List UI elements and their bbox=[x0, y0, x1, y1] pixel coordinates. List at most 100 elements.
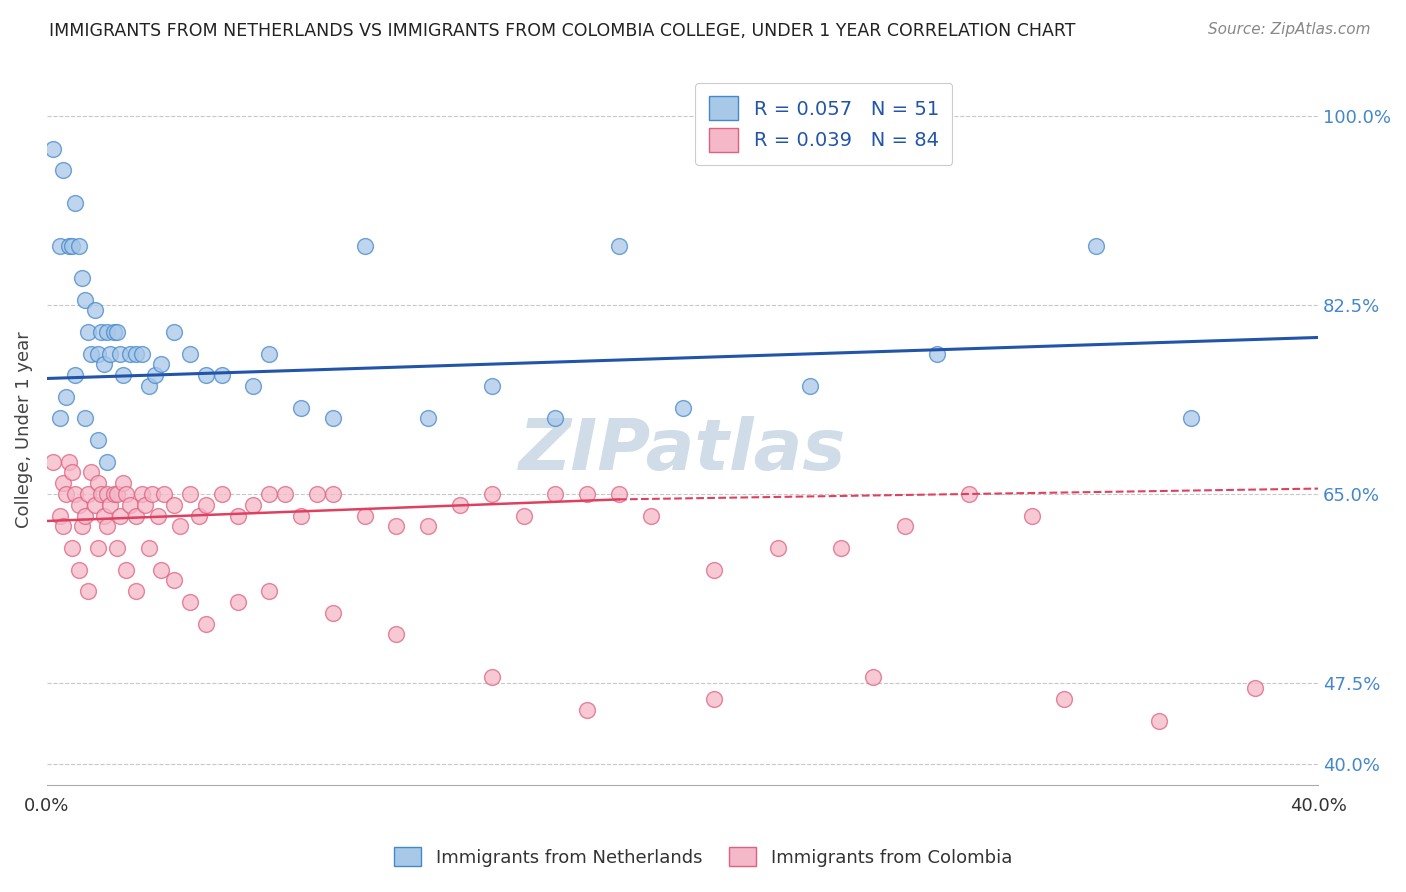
Point bbox=[242, 498, 264, 512]
Point bbox=[1180, 411, 1202, 425]
Point bbox=[115, 563, 138, 577]
Point bbox=[226, 595, 249, 609]
Point bbox=[87, 346, 110, 360]
Point bbox=[58, 454, 80, 468]
Point bbox=[179, 595, 201, 609]
Point bbox=[115, 487, 138, 501]
Point bbox=[179, 346, 201, 360]
Y-axis label: College, Under 1 year: College, Under 1 year bbox=[15, 331, 32, 527]
Point bbox=[42, 142, 65, 156]
Point bbox=[93, 508, 115, 523]
Text: Source: ZipAtlas.com: Source: ZipAtlas.com bbox=[1208, 22, 1371, 37]
Point bbox=[77, 325, 100, 339]
Text: IMMIGRANTS FROM NETHERLANDS VS IMMIGRANTS FROM COLOMBIA COLLEGE, UNDER 1 YEAR CO: IMMIGRANTS FROM NETHERLANDS VS IMMIGRANT… bbox=[49, 22, 1076, 40]
Point bbox=[138, 379, 160, 393]
Point bbox=[242, 379, 264, 393]
Point bbox=[481, 487, 503, 501]
Point bbox=[194, 498, 217, 512]
Point bbox=[131, 487, 153, 501]
Point bbox=[607, 487, 630, 501]
Point bbox=[73, 293, 96, 307]
Point bbox=[60, 238, 83, 252]
Point bbox=[77, 487, 100, 501]
Point bbox=[58, 238, 80, 252]
Point bbox=[60, 541, 83, 555]
Point bbox=[211, 368, 233, 383]
Point bbox=[169, 519, 191, 533]
Point bbox=[125, 346, 148, 360]
Point bbox=[42, 454, 65, 468]
Point bbox=[90, 325, 112, 339]
Point bbox=[194, 616, 217, 631]
Point bbox=[290, 508, 312, 523]
Point bbox=[52, 519, 75, 533]
Point bbox=[67, 498, 90, 512]
Point bbox=[1084, 238, 1107, 252]
Point bbox=[131, 346, 153, 360]
Point bbox=[1147, 714, 1170, 728]
Point bbox=[108, 346, 131, 360]
Point bbox=[259, 584, 281, 599]
Point bbox=[544, 411, 567, 425]
Point bbox=[141, 487, 163, 501]
Point bbox=[96, 454, 118, 468]
Point bbox=[226, 508, 249, 523]
Point bbox=[418, 519, 440, 533]
Point bbox=[163, 574, 186, 588]
Point bbox=[55, 487, 77, 501]
Legend: Immigrants from Netherlands, Immigrants from Colombia: Immigrants from Netherlands, Immigrants … bbox=[387, 840, 1019, 874]
Point bbox=[703, 692, 725, 706]
Point bbox=[65, 195, 87, 210]
Point bbox=[125, 584, 148, 599]
Point bbox=[96, 325, 118, 339]
Point bbox=[179, 487, 201, 501]
Point bbox=[1021, 508, 1043, 523]
Point bbox=[830, 541, 852, 555]
Point bbox=[385, 627, 408, 641]
Point bbox=[60, 466, 83, 480]
Point bbox=[48, 238, 70, 252]
Point bbox=[73, 508, 96, 523]
Point bbox=[100, 498, 122, 512]
Point bbox=[80, 466, 103, 480]
Point bbox=[957, 487, 980, 501]
Point bbox=[87, 476, 110, 491]
Point bbox=[353, 238, 375, 252]
Point bbox=[703, 563, 725, 577]
Point bbox=[70, 519, 93, 533]
Point bbox=[150, 563, 173, 577]
Point bbox=[153, 487, 176, 501]
Point bbox=[259, 487, 281, 501]
Text: ZIPatlas: ZIPatlas bbox=[519, 416, 846, 485]
Point bbox=[143, 368, 166, 383]
Point bbox=[1053, 692, 1076, 706]
Point bbox=[118, 498, 141, 512]
Point bbox=[83, 498, 105, 512]
Point bbox=[125, 508, 148, 523]
Point bbox=[290, 401, 312, 415]
Point bbox=[65, 487, 87, 501]
Point bbox=[96, 487, 118, 501]
Point bbox=[163, 325, 186, 339]
Point bbox=[112, 368, 135, 383]
Point bbox=[146, 508, 169, 523]
Point bbox=[799, 379, 821, 393]
Point bbox=[305, 487, 328, 501]
Point bbox=[163, 498, 186, 512]
Point bbox=[512, 508, 534, 523]
Point bbox=[385, 519, 408, 533]
Point bbox=[48, 411, 70, 425]
Point bbox=[67, 238, 90, 252]
Point bbox=[80, 346, 103, 360]
Point bbox=[87, 541, 110, 555]
Point bbox=[259, 346, 281, 360]
Point bbox=[77, 584, 100, 599]
Point bbox=[544, 487, 567, 501]
Point bbox=[55, 390, 77, 404]
Point bbox=[138, 541, 160, 555]
Point bbox=[322, 411, 344, 425]
Point bbox=[93, 358, 115, 372]
Point bbox=[105, 325, 128, 339]
Point bbox=[52, 476, 75, 491]
Point bbox=[150, 358, 173, 372]
